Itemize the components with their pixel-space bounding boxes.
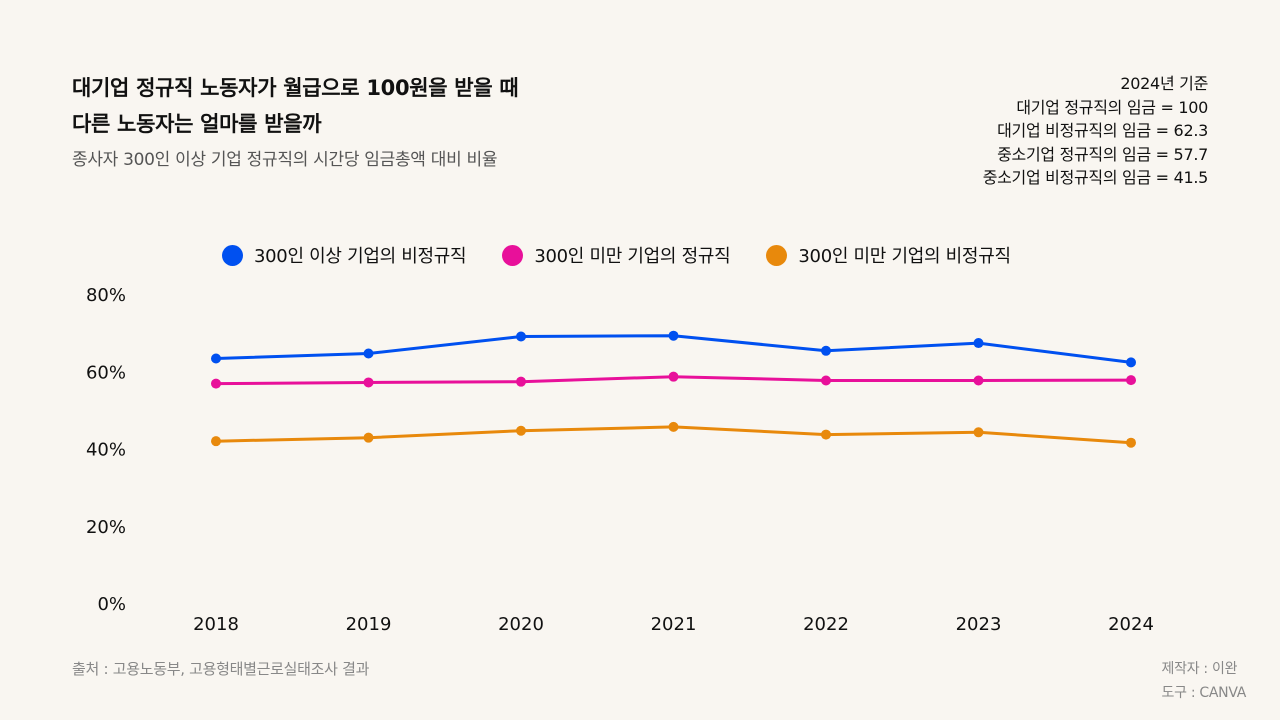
y-tick-label: 80%: [86, 285, 126, 306]
x-tick-label: 2019: [346, 614, 392, 635]
data-point: [668, 421, 679, 432]
source-note: 출처 : 고용노동부, 고용형태별근로실태조사 결과: [72, 660, 370, 678]
y-tick-label: 40%: [86, 440, 126, 461]
chart-legend: 300인 이상 기업의 비정규직 300인 미만 기업의 정규직 300인 미만…: [222, 240, 1011, 270]
data-point: [1126, 357, 1136, 368]
chart-subtitle: 종사자 300인 이상 기업 정규직의 시간당 임금총액 대비 비율: [72, 150, 498, 170]
data-point: [363, 432, 374, 443]
note-line: 대기업 비정규직의 임금 = 62.3: [997, 121, 1208, 140]
author-credit: 제작자 : 이완: [1161, 661, 1238, 677]
legend-item: 300인 이상 기업의 비정규직: [222, 242, 467, 268]
note-line: 중소기업 정규직의 임금 = 57.7: [997, 144, 1208, 164]
note-line: 2024년 기준: [1120, 74, 1208, 93]
x-tick-label: 2022: [803, 614, 849, 635]
data-point: [1126, 437, 1136, 448]
note-line: 대기업 정규직의 임금 = 100: [1016, 97, 1208, 117]
tool-credit: 도구 : CANVA: [1161, 685, 1247, 701]
chart-title: 대기업 정규직 노동자가 월급으로 100원을 받을 때 다른 노동자는 얼마를…: [72, 70, 519, 142]
data-point: [821, 375, 831, 386]
reference-note: 2024년 기준 대기업 정규직의 임금 = 100 대기업 비정규직의 임금 …: [982, 72, 1209, 190]
series-1: [211, 371, 1136, 389]
legend-label: 300인 이상 기업의 비정규직: [254, 246, 467, 267]
data-point: [211, 378, 221, 389]
data-point: [211, 436, 221, 447]
data-point: [821, 429, 831, 440]
y-tick-label: 20%: [86, 517, 126, 538]
series-0: [211, 330, 1136, 368]
data-point: [973, 427, 984, 438]
chart-title-line-1: 대기업 정규직 노동자가 월급으로 100원을 받을 때: [72, 76, 519, 100]
data-point: [1126, 375, 1136, 386]
data-point: [516, 376, 526, 387]
legend-item: 300인 미만 기업의 정규직: [502, 242, 731, 268]
x-tick-label: 2020: [498, 614, 544, 635]
credits: 제작자 : 이완 도구 : CANVA: [1161, 657, 1247, 705]
data-point: [973, 375, 984, 386]
data-point: [668, 371, 679, 382]
data-point: [516, 331, 526, 342]
legend-swatch-orange: [766, 244, 788, 266]
x-tick-label: 2023: [956, 614, 1002, 635]
data-point: [821, 345, 831, 356]
x-tick-label: 2018: [193, 614, 239, 635]
legend-swatch-pink: [502, 244, 524, 266]
data-point: [973, 338, 984, 349]
series-2: [211, 421, 1136, 448]
y-tick-label: 60%: [86, 362, 126, 383]
chart-title-line-2: 다른 노동자는 얼마를 받을까: [72, 112, 322, 136]
legend-label: 300인 미만 기업의 정규직: [534, 246, 731, 267]
data-point: [668, 330, 679, 341]
y-axis: 0% 20% 40% 60% 80%: [86, 285, 126, 615]
legend-swatch-blue: [222, 244, 243, 266]
x-tick-label: 2024: [1108, 614, 1154, 635]
legend-label: 300인 미만 기업의 비정규직: [798, 246, 1011, 267]
note-line: 중소기업 비정규직의 임금 = 41.5: [982, 168, 1209, 187]
x-axis: 2018 2019 2020 2021 2022 2023 2024: [193, 614, 1154, 635]
series-layer: [211, 330, 1136, 448]
legend-item: 300인 미만 기업의 비정규직: [766, 242, 1011, 268]
y-tick-label: 0%: [97, 594, 126, 615]
data-point: [363, 348, 374, 359]
x-tick-label: 2021: [651, 614, 697, 635]
data-point: [211, 353, 221, 364]
data-point: [516, 425, 526, 436]
data-point: [363, 377, 374, 388]
